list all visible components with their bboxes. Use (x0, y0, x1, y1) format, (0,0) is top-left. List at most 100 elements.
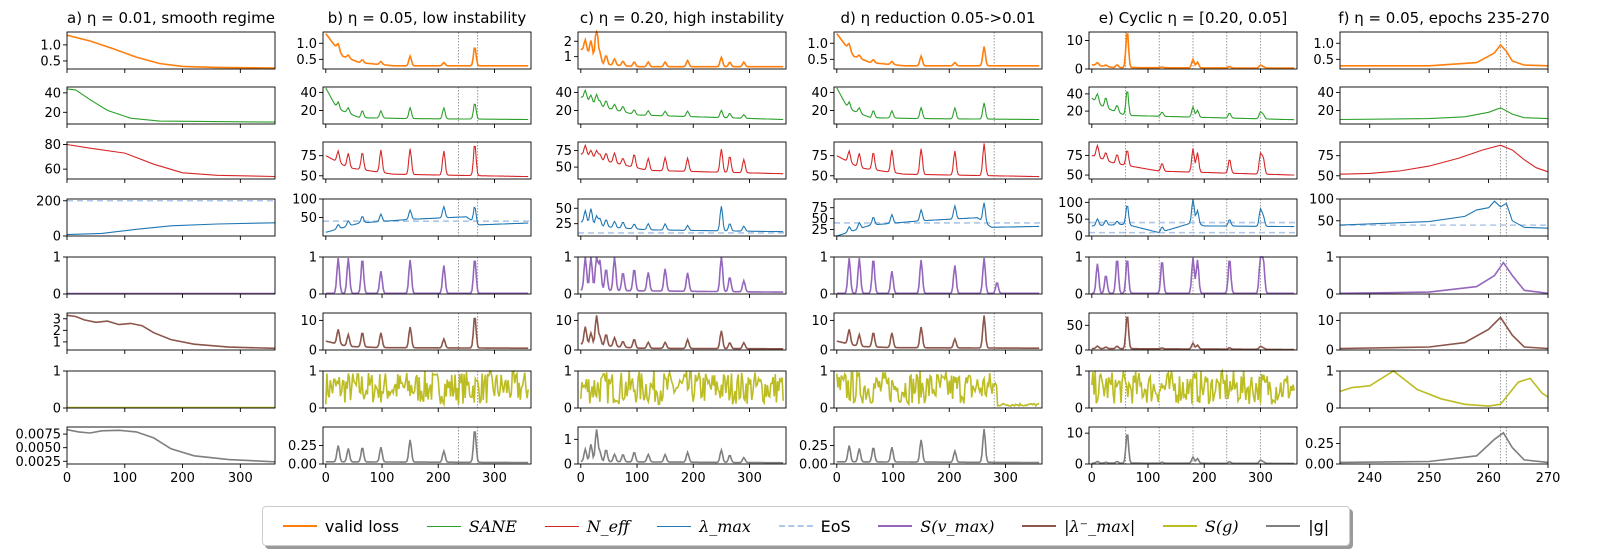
x-tick-label: 100 (112, 471, 137, 486)
x-tick-label: 270 (1536, 471, 1561, 486)
y-tick-label: 1 (53, 365, 61, 380)
y-tick-label: 75 (300, 149, 317, 164)
subplot-3-6: 10 (820, 365, 1043, 417)
axes-frame (833, 31, 1043, 70)
series-line (580, 206, 784, 233)
y-tick-label: 60 (44, 163, 61, 178)
y-tick-label: 1.0 (1313, 37, 1334, 52)
axes-frame (577, 256, 787, 295)
x-tick-label: 0 (577, 471, 585, 486)
y-tick-label: 20 (300, 104, 317, 119)
axes-frame (833, 86, 1043, 125)
panel-title-4: e) Cyclic η = [0.20, 0.05] (1099, 9, 1287, 27)
y-tick-label: 1 (1075, 365, 1083, 380)
legend-label-g: |g| (1308, 516, 1330, 536)
y-tick-label: 40 (1317, 86, 1334, 101)
axes-frame (577, 426, 787, 465)
series-line (580, 88, 784, 121)
y-tick-label: 75 (811, 201, 828, 216)
axes-frame (322, 86, 532, 125)
series-line (1339, 370, 1549, 407)
subplot-2-7: 100 100 200 300 (564, 426, 787, 486)
y-tick-label: 50 (300, 169, 317, 184)
y-tick-label: 50 (1066, 213, 1083, 228)
axes-frame (322, 312, 532, 351)
subplot-0-6: 10 (53, 365, 276, 417)
y-tick-label: 0.0025 (16, 455, 62, 470)
y-tick-label: 1.0 (807, 37, 828, 52)
series-line (836, 428, 1040, 464)
series-line (1339, 107, 1549, 121)
axes-frame (66, 370, 276, 409)
legend-item-sane: SANE (426, 517, 517, 536)
axes-frame (66, 256, 276, 295)
axes-frame (66, 31, 276, 70)
y-tick-label: 0 (309, 288, 317, 303)
y-tick-label: 0 (820, 402, 828, 417)
axes-frame (66, 426, 276, 465)
y-tick-label: 1 (309, 251, 317, 266)
subplot-3-5: 10 0 (811, 312, 1043, 359)
y-tick-label: 40 (44, 86, 61, 101)
subplot-4-4: 10 (1075, 251, 1298, 303)
y-tick-label: 1.0 (40, 38, 61, 53)
legend-item-lmax: λ_max (657, 517, 751, 536)
x-tick-label: 200 (426, 471, 451, 486)
y-tick-label: 0 (309, 402, 317, 417)
y-tick-label: 0 (1075, 458, 1083, 473)
subplot-4-3: 100 50 0 (1058, 196, 1298, 245)
axes-frame (1088, 198, 1298, 237)
series-line (325, 204, 529, 233)
axes-frame (66, 141, 276, 180)
legend-label-neff: N_eff (586, 516, 630, 536)
x-tick-label: 200 (937, 471, 962, 486)
x-tick-label: 100 (1136, 471, 1161, 486)
y-tick-label: 75 (555, 144, 572, 159)
y-tick-label: 1 (1075, 251, 1083, 266)
x-tick-label: 300 (228, 471, 253, 486)
y-tick-label: 50 (555, 202, 572, 217)
x-tick-label: 200 (681, 471, 706, 486)
axes-frame (1088, 141, 1298, 180)
series-line (1091, 143, 1295, 176)
x-tick-label: 200 (1192, 471, 1217, 486)
series-line (580, 315, 784, 350)
x-tick-label: 0 (63, 471, 71, 486)
subplot-5-4: 10 (1326, 251, 1549, 303)
series-line (66, 34, 276, 69)
axes-frame (577, 370, 787, 409)
y-tick-label: 1 (53, 251, 61, 266)
legend-label-lmin: |λ⁻_max| (1064, 516, 1136, 536)
y-tick-label: 40 (300, 86, 317, 101)
legend-label-sg: S(g) (1204, 516, 1239, 536)
panel-title-0: a) η = 0.01, smooth regime (67, 9, 275, 27)
series-line (1091, 33, 1295, 69)
x-tick-label: 200 (170, 471, 195, 486)
series-line (836, 258, 1040, 295)
y-tick-label: 0 (1075, 402, 1083, 417)
y-tick-label: 10 (1066, 427, 1083, 442)
axes-frame (1088, 31, 1298, 70)
axes-frame (322, 141, 532, 180)
series-line (1091, 91, 1295, 121)
series-line (325, 258, 529, 295)
y-tick-label: 0 (1326, 288, 1334, 303)
axes-frame (322, 31, 532, 70)
y-tick-label: 0.5 (1313, 53, 1334, 68)
panel-title-5: f) η = 0.05, epochs 235-270 (1338, 9, 1549, 27)
x-tick-label: 0 (322, 471, 330, 486)
y-tick-label: 100 (1309, 193, 1334, 208)
axes-frame (833, 141, 1043, 180)
y-tick-label: 50 (1066, 169, 1083, 184)
axes-frame (66, 86, 276, 125)
legend-swatch-lmax (657, 525, 692, 527)
y-tick-label: 0.0050 (16, 441, 62, 456)
legend-item-lmin: |λ⁻_max| (1022, 517, 1135, 536)
